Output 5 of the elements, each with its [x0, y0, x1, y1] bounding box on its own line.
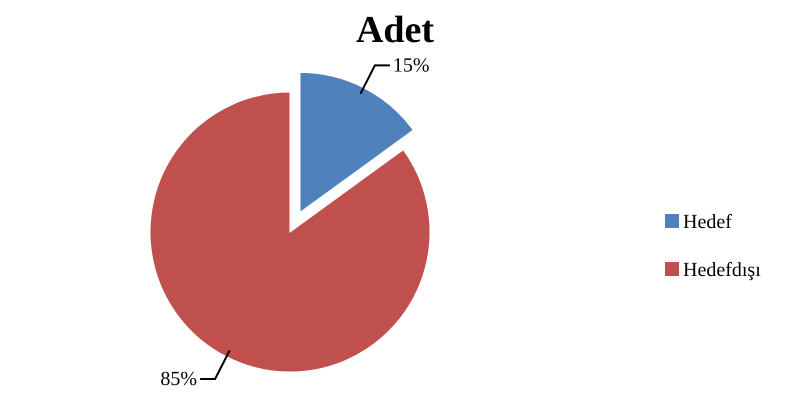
chart-title: Adet [356, 9, 434, 51]
legend-label: Hedefdışı [683, 259, 762, 281]
data-label: 85% [160, 368, 198, 390]
legend-label: Hedef [683, 211, 732, 233]
data-label: 15% [392, 54, 430, 76]
